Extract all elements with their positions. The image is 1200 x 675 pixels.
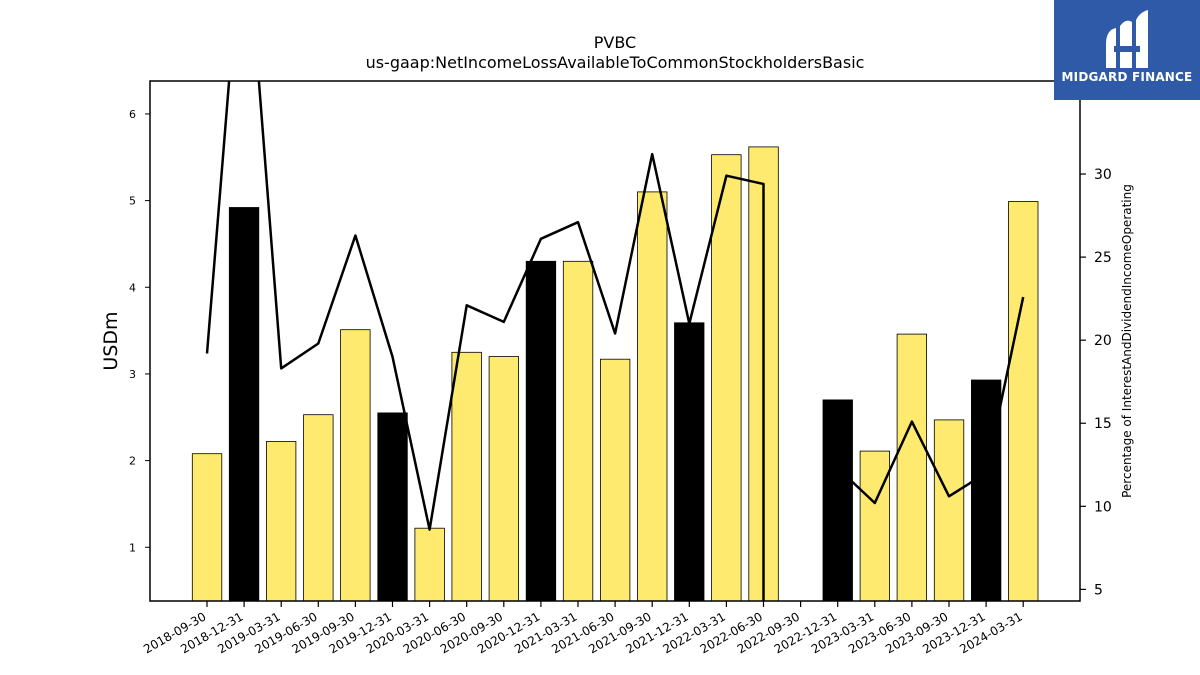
bar [451, 351, 482, 602]
y-tick-label: 2 [129, 455, 136, 468]
bar [228, 207, 260, 602]
bar [822, 399, 853, 602]
bar [637, 191, 668, 602]
bar [488, 356, 520, 602]
chart-subtitle: us-gaap:NetIncomeLossAvailableToCommonSt… [365, 53, 865, 72]
bar [191, 453, 223, 602]
bar [265, 441, 297, 602]
chart-title: PVBC [593, 33, 637, 52]
logo-mark-icon [1106, 10, 1148, 69]
bar [377, 412, 408, 602]
bar [971, 379, 1002, 602]
y-tick-label: 1 [129, 541, 136, 554]
y-tick-label: 6 [129, 108, 136, 121]
y-axis-label: USDm [100, 311, 122, 370]
y2-axis-label: Percentage of InterestAndDividendIncomeO… [1120, 184, 1134, 498]
y-tick-label: 3 [129, 368, 136, 381]
y2-tick-label: 25 [1094, 250, 1112, 266]
midgard-finance-logo: MIDGARD FINANCE [1054, 0, 1200, 100]
bar [525, 260, 557, 602]
y2-tick-label: 10 [1094, 499, 1112, 515]
y2-tick-label: 30 [1094, 167, 1112, 183]
bar [340, 329, 371, 602]
bar [674, 322, 705, 602]
logo-text: MIDGARD FINANCE [1061, 70, 1193, 84]
bar [1008, 201, 1039, 602]
bar [414, 527, 445, 602]
y2-tick-label: 15 [1094, 416, 1112, 432]
line-series [836, 296, 1025, 505]
bar [562, 260, 594, 602]
y-tick-label: 5 [129, 195, 136, 208]
y-tick-label: 4 [129, 281, 136, 294]
y2-tick-label: 20 [1094, 333, 1112, 349]
bar [711, 154, 742, 602]
bar [600, 358, 631, 602]
bar [933, 419, 965, 602]
bar [303, 414, 334, 602]
bar [896, 333, 927, 602]
bar [859, 450, 890, 602]
line-series [205, 81, 765, 601]
y2-tick-label: 5 [1094, 582, 1103, 598]
